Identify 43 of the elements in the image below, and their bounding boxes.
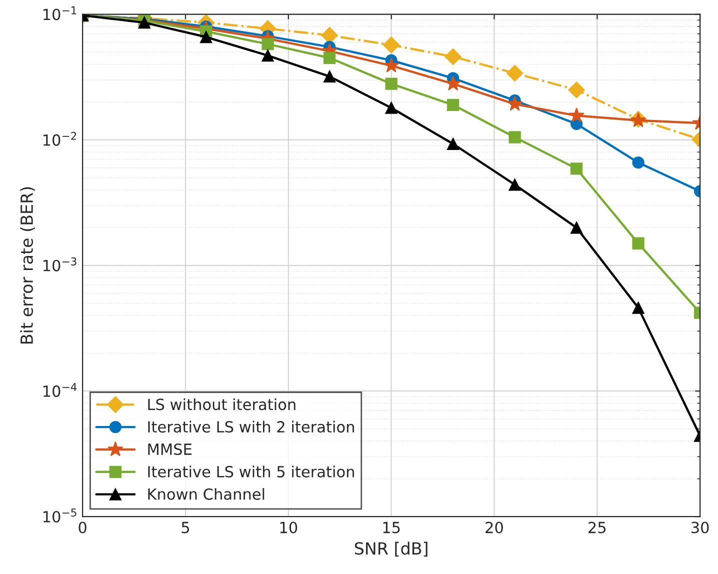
point bbox=[446, 138, 460, 150]
point bbox=[568, 108, 584, 122]
y-tick-label: 10$^{−2}$ bbox=[43, 132, 76, 146]
legend-label: Iterative LS with 5 iteration bbox=[148, 466, 354, 478]
legend-label: LS without iteration bbox=[148, 398, 296, 410]
point bbox=[508, 131, 521, 144]
point bbox=[446, 98, 460, 111]
point bbox=[200, 30, 212, 44]
y-axis-title: Bit error rate (BER) bbox=[20, 187, 35, 344]
point bbox=[385, 102, 398, 114]
y-tick-label: 10$^{−4}$ bbox=[43, 383, 77, 397]
point bbox=[508, 178, 521, 191]
point bbox=[444, 48, 462, 66]
y-tick-label: 10$^{−5}$ bbox=[43, 508, 76, 523]
point bbox=[445, 76, 461, 90]
point bbox=[632, 302, 644, 314]
x-tick-label: 5 bbox=[182, 522, 190, 534]
point bbox=[323, 52, 336, 64]
x-tick-label: 10 bbox=[280, 522, 298, 534]
point bbox=[632, 237, 644, 250]
point bbox=[385, 78, 398, 90]
point bbox=[568, 82, 585, 98]
x-tick-label: 15 bbox=[383, 522, 400, 534]
x-tick-label: 0 bbox=[78, 522, 86, 534]
y-tick-label: 10$^{−1}$ bbox=[43, 6, 76, 20]
point bbox=[506, 64, 524, 82]
y-tick-label: 10$^{−3}$ bbox=[43, 257, 76, 272]
legend-label: Known Channel bbox=[148, 488, 264, 500]
point bbox=[632, 156, 644, 169]
x-tick-label: 25 bbox=[588, 522, 606, 534]
point bbox=[382, 36, 400, 54]
point bbox=[262, 49, 274, 62]
point bbox=[323, 70, 336, 83]
x-axis-title: SNR [dB] bbox=[354, 542, 428, 557]
legend-label: Iterative LS with 2 iteration bbox=[148, 420, 354, 433]
point bbox=[570, 162, 583, 175]
x-tick-label: 20 bbox=[486, 522, 503, 534]
point bbox=[384, 58, 400, 72]
x-tick-label: 30 bbox=[691, 522, 709, 534]
legend-label: MMSE bbox=[148, 443, 192, 456]
point bbox=[507, 96, 523, 111]
point bbox=[570, 222, 583, 234]
point bbox=[262, 38, 274, 50]
